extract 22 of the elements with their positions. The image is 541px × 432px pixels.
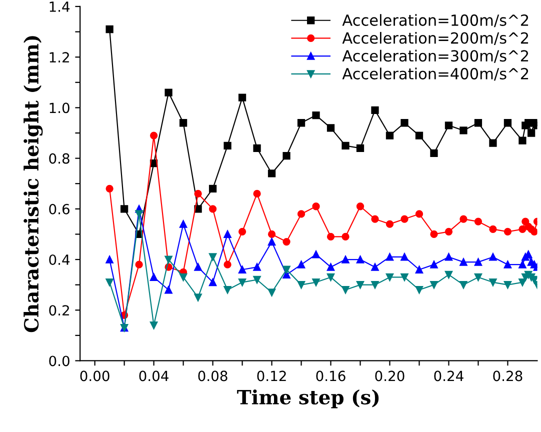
legend-label: Acceleration=200m/s^2: [342, 32, 528, 45]
x-tick-label: 0.12: [257, 370, 286, 382]
legend-label: Acceleration=400m/s^2: [342, 68, 528, 81]
x-tick-label: 0.04: [139, 370, 168, 382]
x-tick-label: 0.28: [493, 370, 522, 382]
legend-label: Acceleration=300m/s^2: [342, 50, 528, 63]
y-tick-label: 1.4: [50, 2, 70, 12]
y-tick-label: 0.4: [49, 254, 70, 265]
y-tick-label: 0.8: [49, 153, 70, 164]
y-tick-label: 1.0: [50, 102, 70, 114]
x-tick-label: 0.16: [316, 370, 346, 382]
x-tick-label: 0.24: [434, 370, 464, 382]
x-tick-label: 0.08: [198, 370, 228, 382]
y-tick-label: 0.6: [49, 204, 70, 214]
y-tick-label: 1.2: [50, 52, 69, 62]
y-tick-label: 0.0: [49, 356, 70, 366]
y-tick-label: 0.2: [49, 305, 69, 316]
legend-label: Acceleration=100m/s^2: [342, 14, 528, 28]
x-tick-label: 0.20: [375, 370, 404, 382]
x-axis-title: Time step (s): [237, 389, 379, 408]
x-tick-label: 0.00: [80, 370, 110, 382]
y-axis-title: Characteristic height (mm): [24, 36, 43, 332]
